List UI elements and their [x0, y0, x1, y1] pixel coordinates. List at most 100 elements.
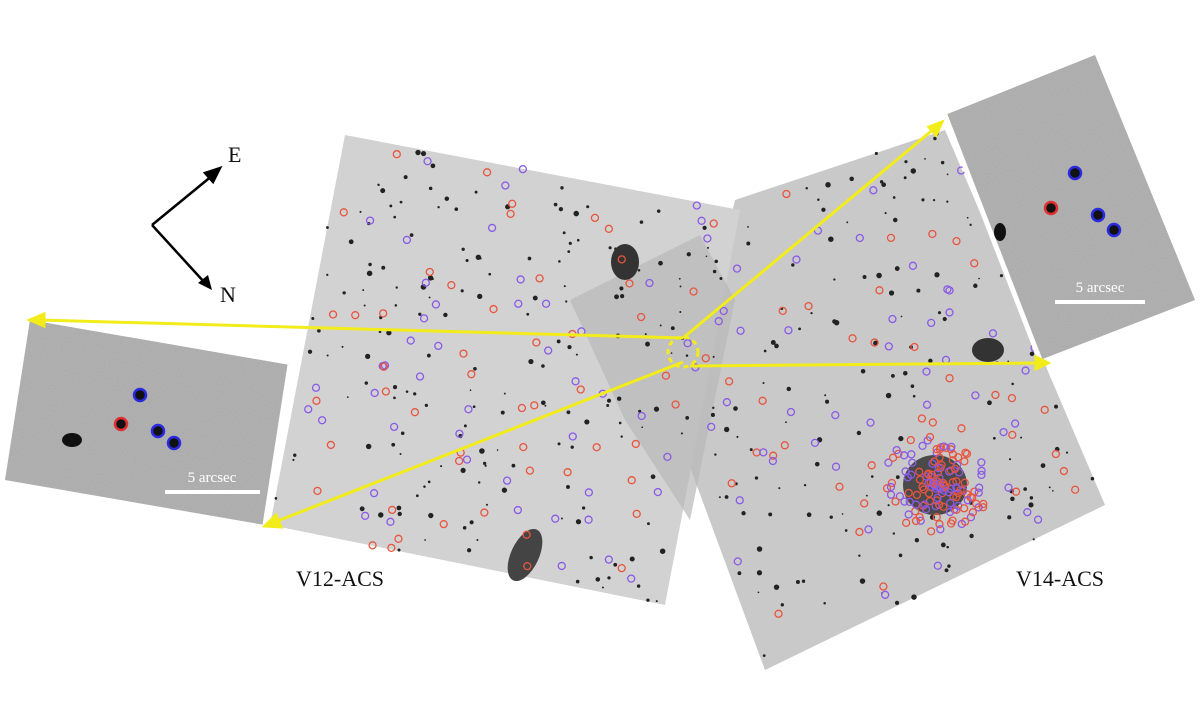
- star: [629, 556, 635, 562]
- left-inset-noise: [5, 320, 290, 525]
- star: [940, 542, 946, 548]
- star: [679, 285, 682, 288]
- source-marker: [946, 519, 956, 528]
- source-marker: [462, 455, 472, 464]
- star: [428, 296, 431, 299]
- star: [810, 312, 813, 315]
- source-marker: [804, 301, 813, 311]
- star: [378, 512, 384, 518]
- star: [833, 319, 840, 326]
- star: [393, 215, 397, 219]
- star: [898, 553, 903, 558]
- star: [488, 272, 492, 276]
- star: [454, 207, 459, 211]
- source-marker: [910, 342, 919, 352]
- source-marker: [920, 500, 929, 509]
- star: [992, 436, 996, 440]
- star: [359, 506, 365, 512]
- star: [292, 458, 295, 462]
- compass-arm: [151, 224, 206, 284]
- source-marker: [908, 261, 918, 270]
- source-marker: [360, 511, 370, 521]
- star: [903, 176, 907, 180]
- star: [770, 340, 776, 345]
- source-marker: [977, 470, 986, 480]
- source-marker: [683, 339, 692, 348]
- source-marker: [931, 501, 940, 511]
- source-marker: [736, 326, 745, 335]
- source-marker: [899, 451, 909, 460]
- source-marker: [419, 314, 429, 323]
- source-marker: [379, 309, 388, 318]
- star: [463, 424, 467, 428]
- star: [620, 293, 625, 299]
- arrowhead: [198, 275, 212, 290]
- star: [710, 412, 715, 417]
- source-marker: [487, 223, 497, 233]
- star: [791, 263, 795, 267]
- source-marker: [769, 451, 778, 460]
- star: [586, 205, 590, 209]
- pointer: [39, 318, 684, 340]
- source-marker: [831, 462, 841, 471]
- source-marker: [501, 181, 510, 190]
- star: [973, 283, 978, 288]
- star: [544, 404, 547, 407]
- pointer-lines: [26, 119, 1052, 529]
- source-marker: [960, 457, 969, 466]
- source-marker: [911, 516, 921, 526]
- source-marker: [379, 362, 388, 371]
- source-marker: [974, 488, 983, 497]
- source-marker: [663, 452, 672, 462]
- source-marker: [888, 453, 898, 462]
- source-marker: [930, 457, 939, 466]
- source-marker: [1033, 515, 1043, 524]
- source-marker: [962, 449, 972, 458]
- star: [1029, 351, 1035, 357]
- star: [377, 183, 380, 187]
- star: [558, 260, 561, 263]
- star: [801, 579, 806, 583]
- star: [427, 480, 431, 484]
- source-marker: [831, 411, 840, 420]
- star: [472, 405, 476, 409]
- source-marker: [891, 497, 900, 506]
- source-marker: [480, 508, 489, 517]
- star: [841, 513, 844, 515]
- source-marker: [697, 216, 706, 225]
- star: [874, 151, 878, 155]
- star: [1010, 496, 1015, 502]
- star: [428, 186, 433, 191]
- source-marker: [514, 299, 523, 308]
- star: [924, 158, 926, 160]
- star: [413, 392, 417, 396]
- source-marker: [518, 164, 528, 174]
- source-marker: [392, 150, 401, 159]
- source-marker: [703, 234, 712, 243]
- star: [647, 522, 650, 526]
- source-marker: [1059, 466, 1069, 476]
- star: [893, 217, 898, 223]
- star: [469, 389, 472, 392]
- source-marker: [927, 470, 937, 479]
- source-marker: [517, 403, 527, 413]
- source-marker: [884, 458, 893, 467]
- star: [1011, 382, 1014, 386]
- star: [1020, 436, 1023, 439]
- star: [424, 403, 428, 408]
- star: [474, 190, 478, 194]
- star: [500, 410, 505, 415]
- source-marker: [313, 486, 322, 496]
- star: [619, 286, 624, 291]
- source-marker: [912, 490, 922, 500]
- source-marker: [860, 499, 869, 508]
- source-marker: [966, 513, 976, 522]
- star: [978, 277, 980, 280]
- star: [485, 503, 489, 506]
- source-marker: [904, 488, 913, 498]
- star: [399, 453, 402, 456]
- source-marker: [944, 488, 954, 497]
- source-marker: [977, 458, 986, 467]
- source-marker: [978, 503, 988, 512]
- star: [714, 453, 717, 456]
